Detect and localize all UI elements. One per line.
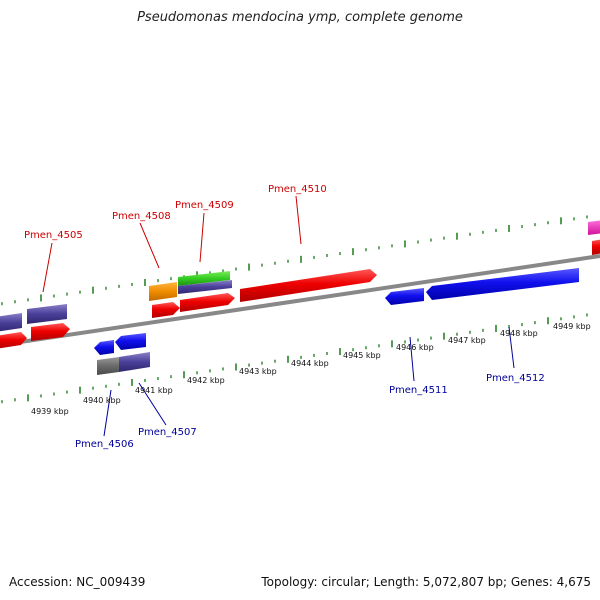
leader-4508 bbox=[139, 222, 160, 269]
gene-arrow-4509-top bbox=[178, 271, 230, 286]
gene-arrow-right-red bbox=[592, 239, 600, 255]
gene-arrow-4509 bbox=[178, 280, 232, 294]
gene-features bbox=[0, 220, 600, 375]
scale-label: 4944 kbp bbox=[291, 359, 329, 368]
leader-4511 bbox=[409, 336, 415, 382]
gene-arrow-4510 bbox=[240, 269, 377, 302]
gene-label-pmen-4511[interactable]: Pmen_4511 bbox=[389, 385, 448, 396]
genome-backbone bbox=[0, 254, 600, 347]
leader-4510 bbox=[295, 195, 302, 245]
leader-4507 bbox=[138, 382, 167, 426]
accession-text: Accession: NC_009439 bbox=[9, 575, 146, 589]
gene-label-pmen-4505[interactable]: Pmen_4505 bbox=[24, 230, 83, 241]
gene-arrow-pink bbox=[588, 220, 600, 235]
scale-label: 4945 kbp bbox=[343, 351, 381, 360]
scale-labels: 4939 kbp 4940 kbp 4941 kbp 4942 kbp 4943… bbox=[31, 322, 591, 416]
tick-marks bbox=[1, 215, 588, 404]
scale-label: 4948 kbp bbox=[500, 329, 538, 338]
scale-label: 4947 kbp bbox=[448, 336, 486, 345]
gene-label-pmen-4508[interactable]: Pmen_4508 bbox=[112, 211, 171, 222]
scale-label: 4940 kbp bbox=[83, 396, 121, 405]
label-leaders bbox=[42, 195, 515, 437]
leader-4506 bbox=[103, 389, 112, 437]
leader-4505 bbox=[42, 242, 53, 293]
leader-4512 bbox=[508, 326, 515, 369]
gene-arrow-4505 bbox=[27, 304, 67, 324]
gene-arrow-left-red bbox=[0, 332, 27, 349]
genome-title: Pseudomonas mendocina ymp, complete geno… bbox=[137, 10, 463, 25]
gene-arrow-4506-gray bbox=[97, 357, 119, 375]
gene-label-pmen-4509[interactable]: Pmen_4509 bbox=[175, 200, 234, 211]
gene-arrow-4509-red bbox=[180, 293, 235, 312]
gene-labels: Pmen_4505 Pmen_4508 Pmen_4509 Pmen_4510 … bbox=[24, 184, 545, 450]
gene-label-pmen-4512[interactable]: Pmen_4512 bbox=[486, 373, 545, 384]
scale-label: 4941 kbp bbox=[135, 386, 173, 395]
gene-label-pmen-4506[interactable]: Pmen_4506 bbox=[75, 439, 134, 450]
gene-arrow-4507 bbox=[115, 333, 146, 350]
gene-arrow-4505-upper bbox=[0, 313, 22, 332]
genome-summary-text: Topology: circular; Length: 5,072,807 bp… bbox=[261, 575, 591, 589]
scale-label: 4943 kbp bbox=[239, 367, 277, 376]
scale-label: 4949 kbp bbox=[553, 322, 591, 331]
gene-arrow-4511 bbox=[385, 288, 424, 305]
leader-4509 bbox=[199, 212, 205, 263]
gene-arrow-4512 bbox=[426, 268, 579, 300]
scale-label: 4946 kbp bbox=[396, 343, 434, 352]
gene-arrow-4507-purple bbox=[119, 352, 150, 372]
scale-label: 4942 kbp bbox=[187, 376, 225, 385]
gene-arrow-4508-red bbox=[152, 302, 180, 318]
gene-arrow-4506 bbox=[94, 340, 114, 355]
gene-arrow-4508 bbox=[149, 282, 177, 301]
gene-arrow-4505-red bbox=[31, 323, 70, 341]
gene-label-pmen-4510[interactable]: Pmen_4510 bbox=[268, 184, 327, 195]
scale-label: 4939 kbp bbox=[31, 407, 69, 416]
gene-label-pmen-4507[interactable]: Pmen_4507 bbox=[138, 427, 197, 438]
